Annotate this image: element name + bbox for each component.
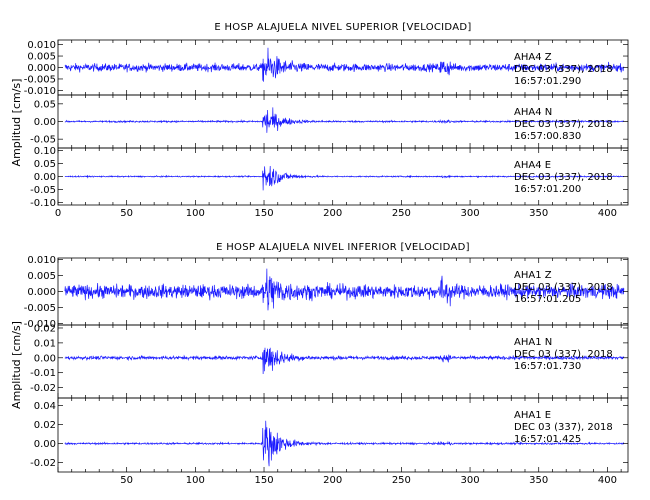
y-tick-label: 0.005: [27, 52, 56, 63]
y-tick-label: 0.000: [27, 287, 56, 298]
time-label: 16:57:00.830: [514, 131, 581, 142]
y-tick-label: -0.005: [24, 303, 56, 314]
seismic-trace: [64, 420, 625, 467]
y-tick-label: 0.010: [27, 40, 56, 51]
seismic-trace: [64, 268, 625, 311]
seismic-trace: [64, 47, 625, 82]
y-tick-label: -0.005: [24, 74, 56, 85]
x-tick-label: 200: [323, 208, 342, 219]
y-tick-label: 0.005: [27, 271, 56, 282]
x-tick-label: 350: [529, 475, 548, 486]
x-tick-label: 300: [461, 475, 480, 486]
y-tick-label: -0.02: [30, 458, 56, 469]
y-axis-label: Amplitud [cm/s]: [10, 321, 23, 409]
x-tick-label: 100: [186, 475, 205, 486]
x-tick-label: 50: [120, 475, 133, 486]
x-tick-label: 400: [598, 208, 617, 219]
y-tick-label: -0.10: [30, 198, 56, 209]
y-tick-label: 0.05: [34, 99, 56, 110]
y-tick-label: 0.00: [34, 439, 56, 450]
station-label: AHA1 E: [514, 410, 551, 421]
y-tick-label: -0.02: [30, 383, 56, 394]
chart-title: E HOSP ALAJUELA NIVEL SUPERIOR [VELOCIDA…: [214, 22, 471, 33]
x-tick-label: 100: [186, 208, 205, 219]
y-tick-label: 0.02: [34, 420, 56, 431]
date-label: DEC 03 (337), 2018: [514, 172, 613, 183]
x-tick-label: 150: [254, 208, 273, 219]
time-label: 16:57:01.425: [514, 434, 581, 445]
station-label: AHA1 Z: [514, 270, 552, 281]
y-tick-label: 0.01: [34, 338, 56, 349]
date-label: DEC 03 (337), 2018: [514, 422, 613, 433]
x-tick-label: 250: [392, 475, 411, 486]
x-tick-label: 0: [55, 208, 61, 219]
y-tick-label: -0.05: [30, 135, 56, 146]
chart-inferior: E HOSP ALAJUELA NIVEL INFERIOR [VELOCIDA…: [10, 242, 629, 486]
y-tick-label: 0.00: [34, 353, 56, 364]
x-tick-label: 350: [529, 208, 548, 219]
y-tick-label: 0.04: [34, 401, 56, 412]
time-label: 16:57:01.730: [514, 361, 581, 372]
y-tick-label: -0.05: [30, 185, 56, 196]
y-tick-label: -0.01: [30, 368, 56, 379]
y-tick-label: 0.00: [34, 172, 56, 183]
y-tick-label: 0.00: [34, 117, 56, 128]
station-label: AHA4 N: [514, 107, 552, 118]
x-tick-label: 50: [120, 208, 133, 219]
y-tick-label: -0.010: [24, 86, 56, 97]
y-tick-label: 0.000: [27, 63, 56, 74]
y-tick-label: 0.02: [34, 323, 56, 334]
time-label: 16:57:01.200: [514, 184, 581, 195]
date-label: DEC 03 (337), 2018: [514, 349, 613, 360]
x-tick-label: 150: [254, 475, 273, 486]
station-label: AHA4 Z: [514, 52, 552, 63]
time-label: 16:57:01.290: [514, 76, 581, 87]
x-tick-label: 400: [598, 475, 617, 486]
y-axis-label: Amplitud [cm/s]: [10, 79, 23, 167]
y-tick-label: 0.10: [34, 146, 56, 157]
y-tick-label: -0.010: [24, 319, 56, 330]
station-label: AHA4 E: [514, 160, 551, 171]
date-label: DEC 03 (337), 2018: [514, 119, 613, 130]
x-tick-label: 200: [323, 475, 342, 486]
x-tick-label: 250: [392, 208, 411, 219]
time-label: 16:57:01.205: [514, 294, 581, 305]
date-label: DEC 03 (337), 2018: [514, 64, 613, 75]
y-tick-label: 0.010: [27, 255, 56, 266]
seismic-trace: [64, 165, 624, 191]
y-tick-label: 0.05: [34, 159, 56, 170]
station-label: AHA1 N: [514, 337, 552, 348]
seismic-trace: [64, 107, 624, 133]
seismic-trace: [64, 347, 625, 374]
chart-superior: E HOSP ALAJUELA NIVEL SUPERIOR [VELOCIDA…: [10, 22, 629, 219]
x-tick-label: 300: [461, 208, 480, 219]
chart-title: E HOSP ALAJUELA NIVEL INFERIOR [VELOCIDA…: [216, 242, 470, 253]
panel-frame: [57, 397, 629, 473]
date-label: DEC 03 (337), 2018: [514, 282, 613, 293]
